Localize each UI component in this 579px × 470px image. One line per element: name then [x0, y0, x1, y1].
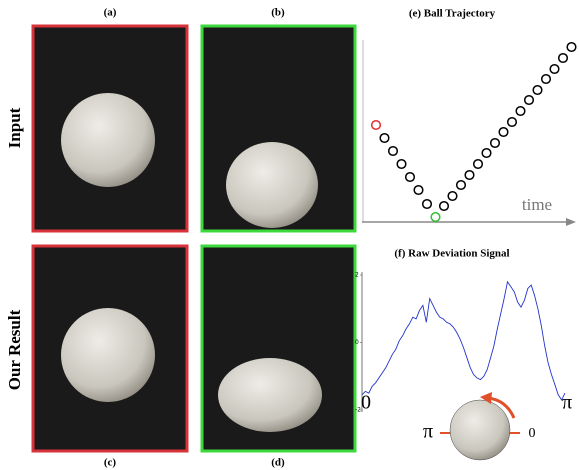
trajectory-point [516, 107, 525, 116]
trajectory-point [525, 96, 534, 105]
trajectory-point [372, 121, 381, 130]
ball [450, 400, 510, 460]
chart-title: (e) Ball Trajectory [409, 8, 496, 20]
panel-label: (d) [271, 457, 285, 469]
arrow-head [566, 218, 576, 226]
trajectory-point [533, 86, 542, 95]
trajectory-point [482, 149, 491, 158]
trajectory-point [397, 160, 406, 169]
trajectory-point [389, 147, 398, 156]
trajectory-point [423, 200, 432, 209]
ball [61, 93, 155, 187]
trajectory-point [431, 213, 440, 222]
trajectory-point [542, 75, 551, 84]
trajectory-point [474, 160, 483, 169]
ball [226, 142, 318, 228]
trajectory-point [499, 128, 508, 137]
dial-label: 0 [529, 426, 536, 441]
trajectory-point [559, 54, 568, 63]
row-label: Input [5, 107, 24, 148]
trajectory-point [567, 43, 576, 52]
row-label: Our Result [5, 309, 24, 390]
panel-label: (c) [104, 457, 117, 469]
trajectory-point [550, 65, 559, 74]
figure: (a) (b) (c) (d) Input Our Result (e) Bal… [0, 0, 579, 470]
trajectory-point [508, 118, 517, 127]
axis-label: time [522, 195, 552, 214]
y-tick-label: 2 [355, 272, 359, 279]
trajectory-point [448, 192, 457, 201]
y-tick-label: 0 [355, 339, 359, 346]
trajectory-point [457, 181, 466, 190]
ball [218, 358, 322, 432]
trajectory-point [440, 202, 449, 211]
signal-line [362, 282, 565, 400]
x-label: π [562, 392, 572, 414]
trajectory-point [380, 134, 389, 143]
ball [61, 308, 155, 402]
trajectory-point [406, 173, 415, 182]
chart-title: (f) Raw Deviation Signal [394, 248, 509, 260]
dial-label: π [423, 421, 433, 443]
trajectory-point [414, 186, 423, 195]
trajectory-point [491, 139, 500, 148]
trajectory-point [465, 171, 474, 180]
panel-label: (b) [271, 7, 285, 19]
panel-label: (a) [104, 7, 117, 19]
